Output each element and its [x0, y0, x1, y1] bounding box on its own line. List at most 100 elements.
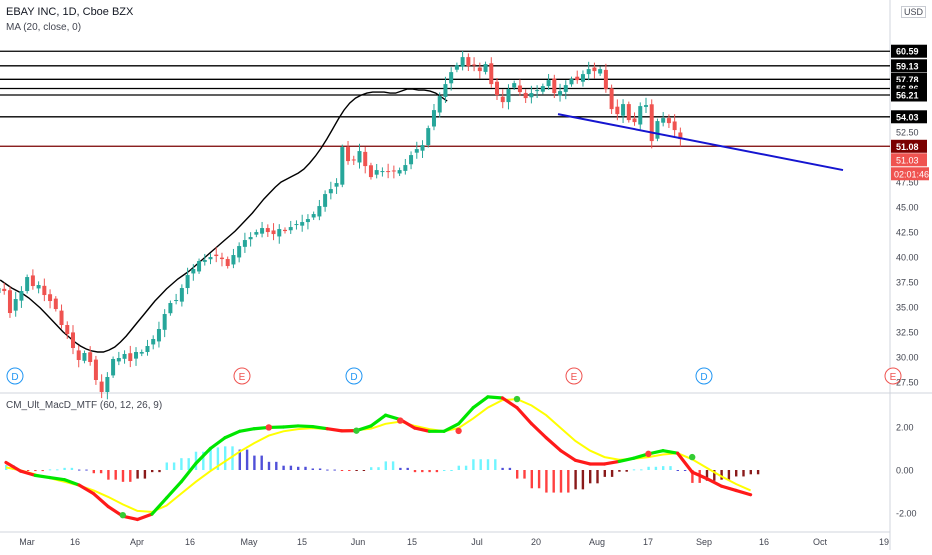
- candle-body: [283, 230, 287, 231]
- candle-body: [128, 353, 132, 361]
- candle: [610, 85, 614, 114]
- candle: [604, 64, 608, 93]
- candle-body: [570, 79, 574, 84]
- candle: [541, 84, 545, 95]
- histogram-bar: [728, 470, 730, 480]
- histogram-bar: [166, 462, 168, 470]
- candle: [398, 168, 402, 176]
- candle: [8, 287, 12, 318]
- candle-body: [552, 79, 556, 94]
- histogram-bar: [567, 470, 569, 493]
- currency-badge[interactable]: USD: [901, 6, 926, 18]
- dividend-marker[interactable]: D: [696, 368, 712, 384]
- candle-body: [398, 170, 402, 173]
- histogram-bar: [501, 468, 503, 470]
- candle: [37, 281, 41, 293]
- histogram-bar: [662, 466, 664, 470]
- histogram-bar: [115, 470, 117, 480]
- symbol-legend[interactable]: EBAY INC, 1D, Cboe BZX: [6, 6, 133, 18]
- candles[interactable]: [0, 51, 682, 399]
- earnings-marker[interactable]: E: [234, 368, 250, 384]
- histogram-bar: [34, 470, 36, 471]
- candle-body: [14, 299, 18, 311]
- candle: [60, 305, 64, 329]
- time-tick-label: Jul: [471, 537, 483, 547]
- candle: [547, 74, 551, 90]
- histogram-bar: [341, 470, 343, 471]
- level-tag-label: 56.21: [896, 91, 919, 101]
- candle: [94, 356, 98, 385]
- candle: [71, 325, 75, 354]
- histogram-bar: [735, 470, 737, 476]
- histogram-bar: [640, 469, 642, 470]
- candle-body: [375, 170, 379, 175]
- macd-pane: [5, 396, 759, 520]
- candle-body: [501, 97, 505, 102]
- candle: [294, 220, 298, 229]
- candle: [535, 85, 539, 98]
- level-tag: 59.13: [891, 59, 927, 72]
- histogram-bar: [626, 470, 628, 472]
- histogram-bar: [385, 461, 387, 470]
- candle-body: [48, 294, 52, 301]
- macd-line-segment: [313, 427, 328, 429]
- histogram-bar: [56, 469, 58, 470]
- candle: [226, 257, 230, 269]
- candle-body: [294, 224, 298, 225]
- candle-body: [191, 269, 195, 273]
- ma-legend[interactable]: MA (20, close, 0): [6, 22, 81, 33]
- candle: [277, 224, 281, 244]
- time-tick-label: Mar: [19, 537, 35, 547]
- cross-point: [397, 417, 403, 423]
- dividend-marker[interactable]: D: [346, 368, 362, 384]
- histogram-bar: [188, 458, 190, 470]
- trendline[interactable]: [558, 114, 843, 170]
- histogram-bar: [122, 470, 124, 482]
- candle-body: [352, 159, 356, 160]
- dividend-marker[interactable]: D: [7, 368, 23, 384]
- candle-body: [300, 222, 304, 226]
- macd-line-segment: [663, 451, 678, 454]
- candle-body: [392, 170, 396, 171]
- macd-legend[interactable]: CM_Ult_MacD_MTF (60, 12, 26, 9): [6, 400, 162, 411]
- histogram-bar: [392, 461, 394, 470]
- candle-body: [237, 246, 241, 257]
- histogram-bar: [282, 466, 284, 470]
- candle: [598, 67, 602, 76]
- candle-body: [197, 261, 201, 271]
- candle-body: [380, 171, 384, 172]
- candle-body: [174, 300, 178, 301]
- candle: [180, 284, 184, 306]
- candle: [472, 57, 476, 71]
- candle-body: [231, 255, 235, 264]
- histogram-bar: [428, 470, 430, 472]
- earnings-marker[interactable]: E: [566, 368, 582, 384]
- histogram-bar: [750, 470, 752, 474]
- candle-body: [547, 80, 551, 86]
- histogram-bar: [326, 470, 328, 471]
- candle-body: [65, 325, 69, 334]
- cross-point: [455, 428, 461, 434]
- macd-line-segment: [50, 478, 65, 480]
- histogram-bar: [574, 470, 576, 489]
- candle-body: [506, 89, 510, 102]
- candle-body: [432, 110, 436, 126]
- candle: [14, 292, 18, 317]
- histogram-bar: [516, 470, 518, 479]
- candle-body: [77, 350, 81, 360]
- candle: [163, 309, 167, 337]
- candle-body: [512, 83, 516, 87]
- candle: [134, 347, 138, 366]
- histogram-bar: [465, 466, 467, 470]
- candle: [260, 222, 264, 237]
- candle: [432, 104, 436, 130]
- histogram-bar: [78, 470, 80, 471]
- histogram-bar: [582, 470, 584, 489]
- candle-body: [644, 105, 648, 107]
- candle: [575, 71, 579, 84]
- candle: [140, 350, 144, 357]
- candle-body: [529, 93, 533, 97]
- histogram-bar: [589, 470, 591, 483]
